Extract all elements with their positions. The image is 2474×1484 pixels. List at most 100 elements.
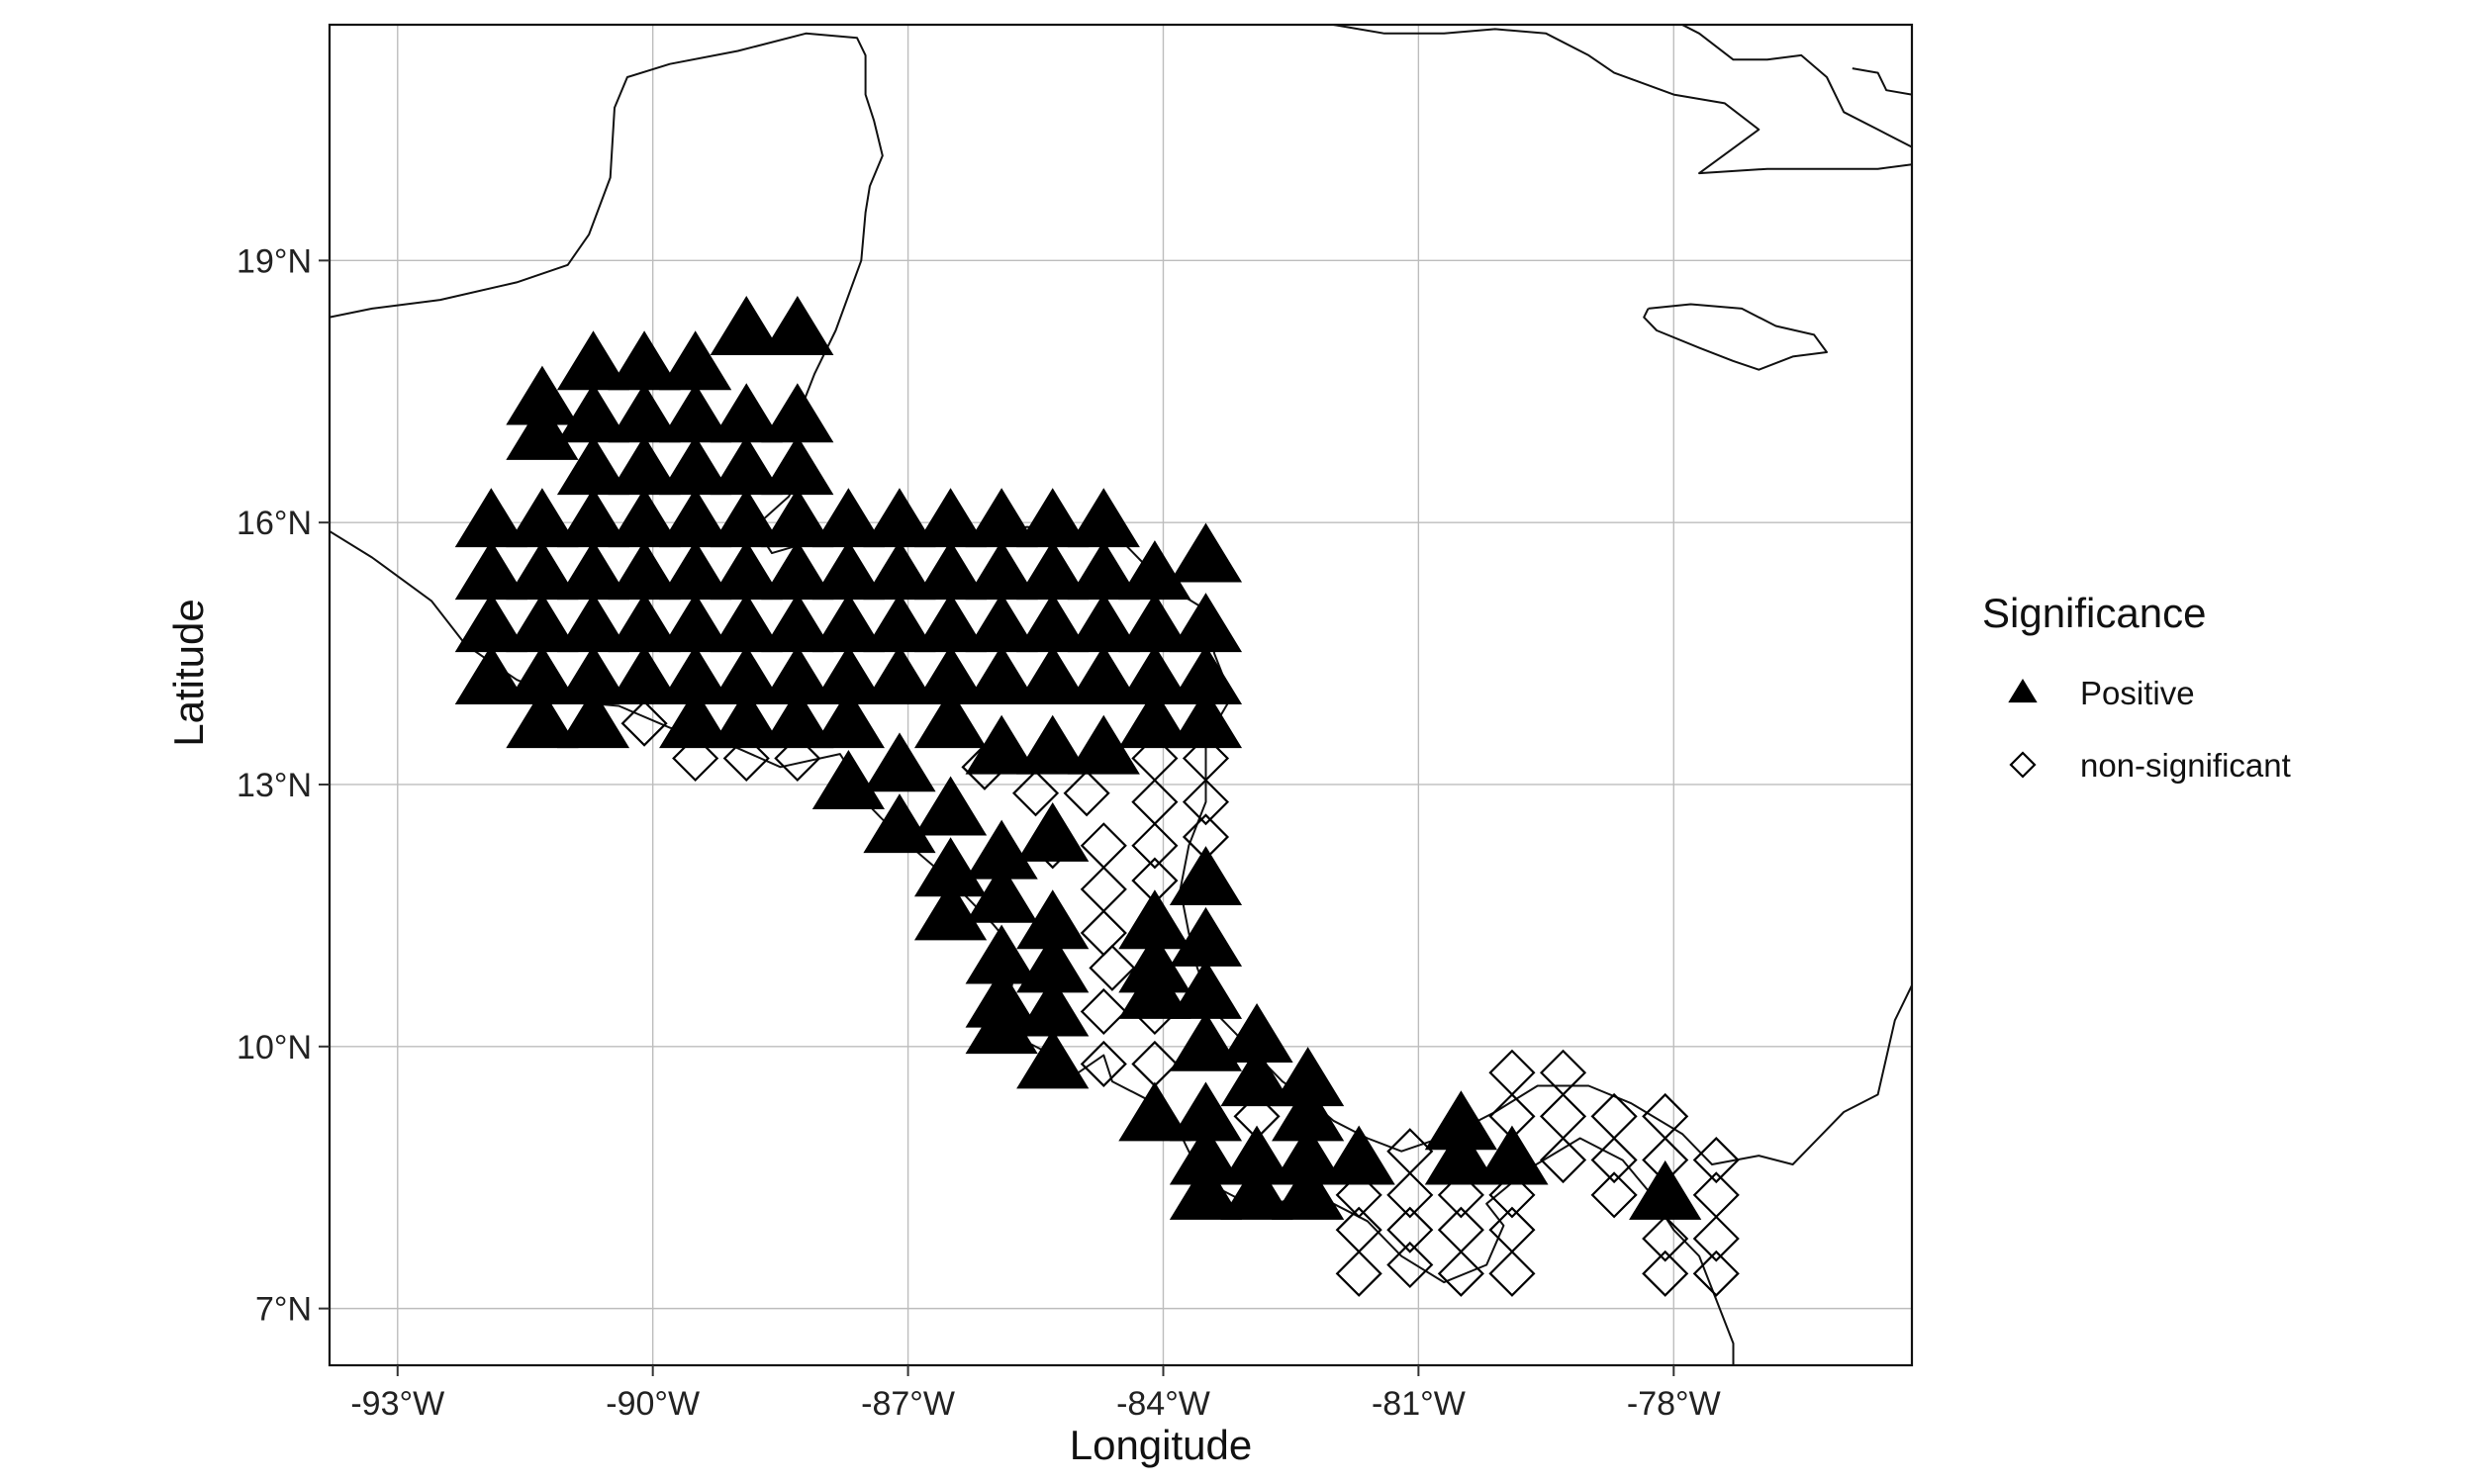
non-significant-point: [1437, 1250, 1484, 1297]
positive-point: [1424, 1125, 1497, 1185]
non-significant-point: [672, 734, 719, 783]
positive-point: [811, 689, 885, 749]
positive-point: [556, 689, 630, 749]
non-significant-point: [1386, 1241, 1434, 1289]
positive-point: [1169, 1159, 1243, 1220]
positive-point: [454, 645, 527, 705]
positive-point: [1322, 1125, 1395, 1185]
x-tick-label: -87°W: [861, 1385, 955, 1423]
positive-point: [913, 689, 988, 749]
non-significant-point: [1063, 770, 1110, 817]
non-significant-point: [1590, 1137, 1638, 1184]
non-significant-point: [722, 734, 770, 783]
legend-entry: non-significant: [2009, 747, 2291, 784]
positive-point: [608, 645, 681, 705]
legend-entry: Positive: [2008, 675, 2195, 711]
non-significant-points: [620, 699, 1740, 1297]
y-axis-title: Latitude: [165, 599, 212, 746]
positive-points: [454, 295, 1702, 1220]
non-significant-point: [1386, 1171, 1434, 1219]
legend-label: non-significant: [2080, 747, 2291, 784]
positive-point: [1016, 714, 1090, 775]
positive-point: [1629, 1159, 1702, 1220]
positive-point: [506, 689, 579, 749]
positive-point: [863, 732, 936, 792]
non-significant-point: [1539, 1137, 1587, 1184]
non-significant-point: [1011, 770, 1060, 817]
positive-point: [1067, 645, 1140, 705]
non-significant-point: [1642, 1250, 1689, 1297]
positive-point: [1016, 1029, 1090, 1089]
positive-point: [659, 689, 732, 749]
non-significant-point: [1590, 1171, 1638, 1219]
positive-point: [965, 645, 1038, 705]
non-significant-point: [1131, 822, 1179, 870]
non-significant-point: [1386, 1206, 1434, 1253]
positive-point: [1220, 1047, 1293, 1107]
x-tick-label: -84°W: [1116, 1385, 1210, 1423]
non-significant-point: [1692, 1215, 1740, 1262]
positive-point: [1169, 522, 1243, 583]
non-significant-point: [1692, 1250, 1740, 1297]
y-tick-label: 7°N: [255, 1291, 312, 1329]
positive-point: [710, 435, 783, 496]
non-significant-point: [1080, 987, 1127, 1036]
non-significant-point: [1089, 944, 1136, 991]
coastline: [1643, 303, 1828, 371]
positive-point: [659, 435, 732, 496]
positive-point: [965, 994, 1038, 1055]
x-tick-label: -81°W: [1372, 1385, 1466, 1423]
legend-key-diamond: [2009, 751, 2037, 779]
non-significant-point: [774, 734, 821, 783]
x-axis-title: Longitude: [1070, 1422, 1253, 1468]
x-axis-ticks: -93°W -90°W -87°W -84°W -81°W -78°W: [350, 1365, 1721, 1423]
positive-point: [1169, 689, 1243, 749]
coastline: [1681, 25, 1912, 148]
legend-label: Positive: [2080, 675, 2195, 711]
legend-title: Significance: [1982, 590, 2206, 636]
positive-point: [710, 689, 783, 749]
y-tick-label: 19°N: [237, 242, 312, 280]
positive-point: [1016, 645, 1090, 705]
positive-point: [1016, 801, 1090, 862]
non-significant-point: [1437, 1171, 1484, 1219]
positive-point: [1169, 846, 1243, 906]
non-significant-point: [620, 699, 668, 747]
positive-point: [863, 645, 936, 705]
non-significant-point: [1335, 1171, 1382, 1219]
positive-point: [965, 863, 1038, 923]
legend-key-triangle: [2008, 679, 2038, 703]
non-significant-point: [1488, 1171, 1536, 1219]
positive-point: [1475, 1125, 1549, 1185]
positive-point: [761, 435, 834, 496]
positive-point: [761, 689, 834, 749]
positive-point: [556, 435, 630, 496]
non-significant-point: [1182, 779, 1230, 826]
x-tick-label: -93°W: [350, 1385, 444, 1423]
positive-point: [1118, 689, 1191, 749]
legend: Significance Positive non-significant: [1982, 590, 2291, 784]
positive-point: [710, 295, 783, 355]
positive-point: [1118, 1081, 1191, 1142]
positive-point: [1220, 1159, 1293, 1220]
positive-point: [761, 295, 834, 355]
non-significant-point: [1642, 1215, 1689, 1262]
coastline: [1333, 25, 1912, 175]
positive-point: [913, 776, 988, 836]
x-tick-label: -90°W: [606, 1385, 700, 1423]
positive-point: [811, 750, 885, 809]
coastline: [1852, 67, 1912, 96]
positive-point: [863, 793, 936, 854]
y-axis-ticks: 7°N 10°N 13°N 16°N 19°N: [237, 242, 330, 1329]
positive-point: [506, 400, 579, 460]
non-significant-point: [1335, 1250, 1382, 1297]
positive-point: [608, 435, 681, 496]
positive-point: [1272, 1159, 1345, 1220]
positive-point: [965, 714, 1038, 775]
y-tick-label: 13°N: [237, 767, 312, 804]
non-significant-point: [1488, 1250, 1536, 1297]
positive-point: [1118, 959, 1191, 1019]
non-significant-point: [1080, 1040, 1127, 1088]
x-tick-label: -78°W: [1627, 1385, 1721, 1423]
